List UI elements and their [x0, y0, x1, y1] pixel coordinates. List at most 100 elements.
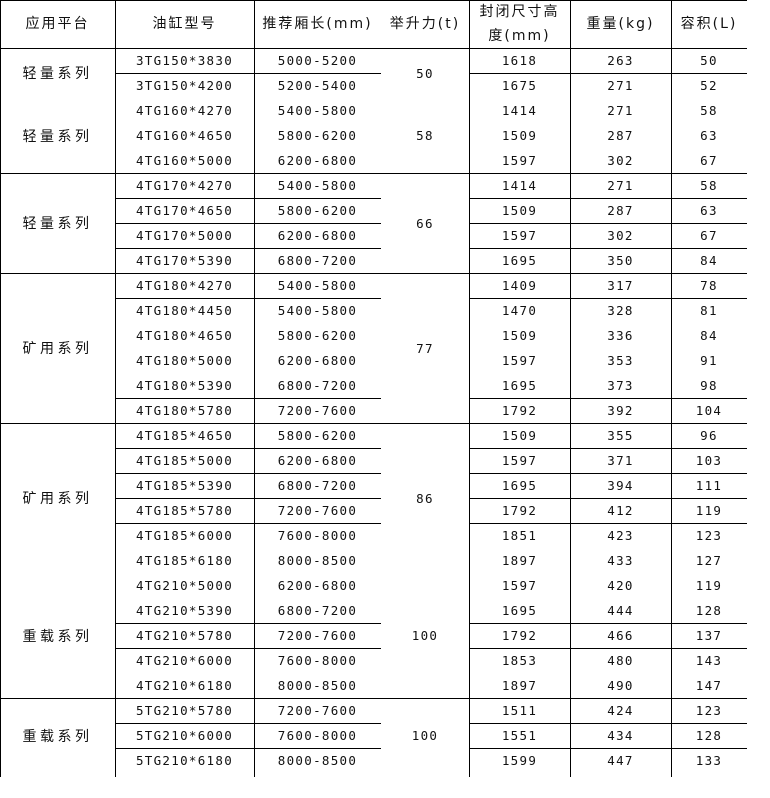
header-platform: 应用平台 — [25, 16, 90, 32]
row-divider — [469, 623, 747, 624]
body-length-cell: 6800-7200 — [277, 478, 358, 493]
column-divider — [671, 0, 672, 777]
volume-cell: 84 — [700, 328, 718, 343]
row-divider — [0, 0, 747, 1]
weight-cell: 353 — [607, 353, 634, 368]
row-divider — [115, 73, 381, 74]
volume-cell: 67 — [700, 228, 718, 243]
weight-cell: 355 — [607, 428, 634, 443]
body-length-cell: 7200-7600 — [277, 628, 358, 643]
column-divider — [469, 0, 470, 777]
closed-height-cell: 1695 — [501, 253, 538, 268]
lift-capacity: 100 — [411, 628, 439, 643]
volume-cell: 123 — [695, 703, 723, 718]
volume-cell: 147 — [695, 678, 723, 693]
model-cell: 4TG170*4270 — [135, 178, 234, 193]
closed-height-cell: 1695 — [501, 378, 538, 393]
row-divider — [115, 223, 381, 224]
row-divider — [0, 48, 747, 49]
weight-cell: 271 — [607, 78, 634, 93]
weight-cell: 287 — [607, 203, 634, 218]
body-length-cell: 7600-8000 — [277, 653, 358, 668]
volume-cell: 91 — [700, 353, 718, 368]
body-length-cell: 5800-6200 — [277, 428, 358, 443]
series-label: 轻量系列 — [22, 66, 93, 82]
lift-capacity: 50 — [416, 65, 434, 81]
header-weight: 重量(kg) — [586, 16, 655, 32]
series-label: 矿用系列 — [22, 341, 93, 357]
body-length-cell: 5400-5800 — [277, 303, 358, 318]
model-cell: 5TG210*6000 — [135, 728, 234, 743]
row-divider — [469, 73, 747, 74]
row-divider — [115, 198, 381, 199]
closed-height-cell: 1414 — [501, 103, 538, 118]
row-divider — [469, 473, 747, 474]
row-divider — [115, 498, 381, 499]
row-divider — [115, 248, 381, 249]
row-divider — [115, 648, 381, 649]
row-divider — [115, 473, 381, 474]
weight-cell: 271 — [607, 178, 634, 193]
volume-cell: 127 — [695, 553, 723, 568]
volume-cell: 128 — [695, 728, 723, 743]
body-length-cell: 6800-7200 — [277, 603, 358, 618]
model-cell: 4TG185*4650 — [135, 428, 234, 443]
body-length-cell: 5400-5800 — [277, 178, 358, 193]
volume-cell: 58 — [700, 103, 718, 118]
model-cell: 4TG210*5000 — [135, 578, 234, 593]
closed-height-cell: 1597 — [501, 153, 538, 168]
model-cell: 4TG180*5000 — [135, 353, 234, 368]
closed-height-cell: 1470 — [501, 303, 538, 318]
header-lift: 举升力(t) — [389, 16, 461, 32]
closed-height-cell: 1597 — [501, 228, 538, 243]
model-cell: 4TG180*4270 — [135, 278, 234, 293]
volume-cell: 78 — [700, 278, 718, 293]
header-model: 油缸型号 — [152, 16, 217, 32]
row-divider — [115, 523, 381, 524]
closed-height-cell: 1409 — [501, 278, 538, 293]
body-length-cell: 8000-8500 — [277, 553, 358, 568]
closed-height-cell: 1675 — [501, 78, 538, 93]
body-length-cell: 5000-5200 — [277, 53, 358, 68]
row-divider — [0, 423, 747, 424]
volume-cell: 63 — [700, 203, 718, 218]
volume-cell: 104 — [695, 403, 723, 418]
closed-height-cell: 1509 — [501, 128, 538, 143]
weight-cell: 412 — [607, 503, 634, 518]
model-cell: 4TG185*6000 — [135, 528, 234, 543]
body-length-cell: 8000-8500 — [277, 678, 358, 693]
closed-height-cell: 1792 — [501, 403, 538, 418]
weight-cell: 336 — [607, 328, 634, 343]
closed-height-cell: 1509 — [501, 203, 538, 218]
row-divider — [115, 398, 381, 399]
volume-cell: 119 — [695, 578, 723, 593]
weight-cell: 373 — [607, 378, 634, 393]
body-length-cell: 6200-6800 — [277, 578, 358, 593]
closed-height-cell: 1414 — [501, 178, 538, 193]
series-label: 矿用系列 — [22, 491, 93, 507]
volume-cell: 81 — [700, 303, 718, 318]
model-cell: 4TG170*5000 — [135, 228, 234, 243]
body-length-cell: 7600-8000 — [277, 728, 358, 743]
closed-height-cell: 1792 — [501, 503, 538, 518]
weight-cell: 434 — [607, 728, 634, 743]
weight-cell: 317 — [607, 278, 634, 293]
series-label: 轻量系列 — [22, 128, 93, 145]
model-cell: 4TG185*5000 — [135, 453, 234, 468]
row-divider — [0, 698, 747, 699]
header-volume: 容积(L) — [680, 16, 738, 32]
series-label: 轻量系列 — [22, 216, 93, 232]
closed-height-cell: 1618 — [501, 53, 538, 68]
model-cell: 4TG185*5390 — [135, 478, 234, 493]
closed-height-cell: 1897 — [501, 678, 538, 693]
body-length-cell: 7200-7600 — [277, 703, 358, 718]
model-cell: 5TG210*6180 — [135, 753, 234, 768]
header-closed-height: 封闭尺寸高度(mm) — [479, 4, 560, 44]
row-divider — [115, 298, 381, 299]
weight-cell: 424 — [607, 703, 634, 718]
lift-capacity: 77 — [416, 340, 434, 356]
model-cell: 4TG210*6180 — [135, 678, 234, 693]
weight-cell: 392 — [607, 403, 634, 418]
lift-capacity: 86 — [416, 490, 434, 506]
